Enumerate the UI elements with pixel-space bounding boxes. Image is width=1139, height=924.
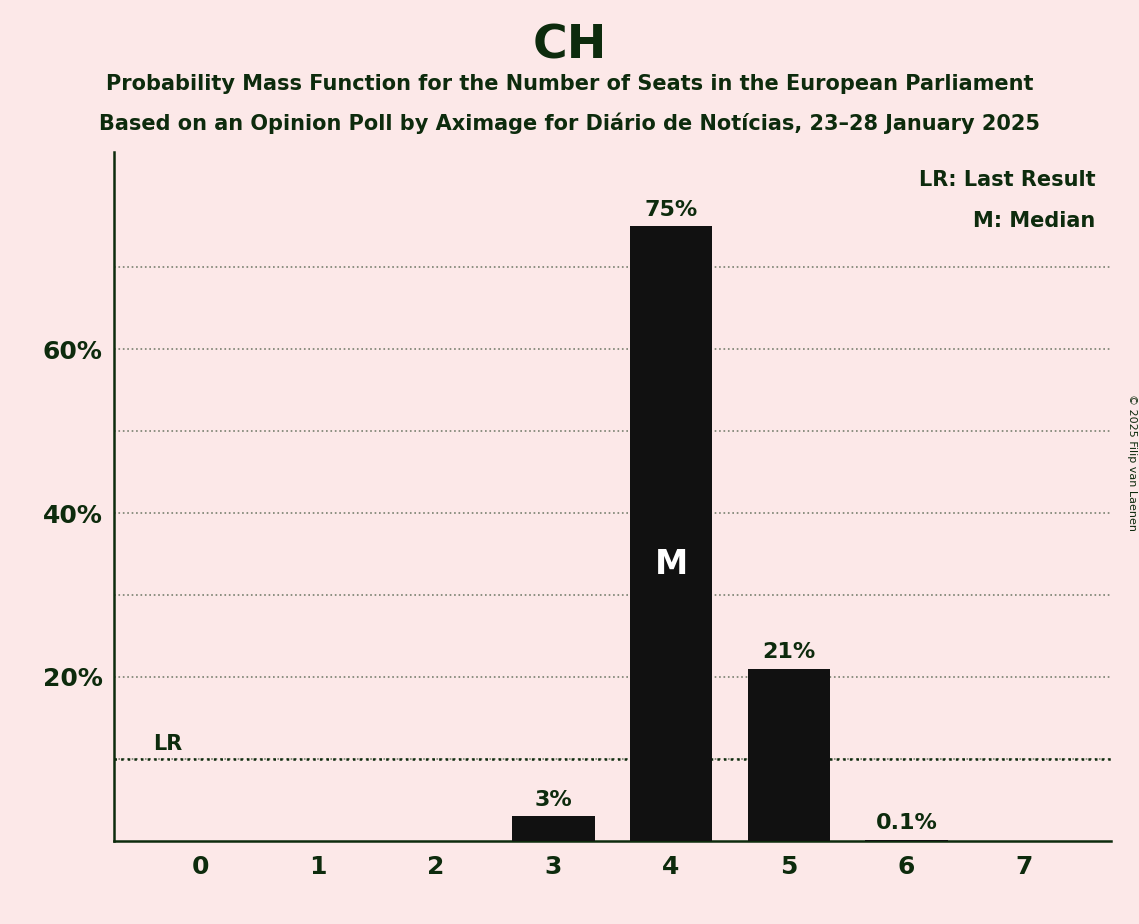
Text: 21%: 21%	[762, 642, 816, 663]
Text: 75%: 75%	[645, 200, 698, 220]
Bar	[630, 226, 712, 841]
Text: CH: CH	[532, 23, 607, 68]
Text: LR: Last Result: LR: Last Result	[919, 170, 1096, 189]
Text: M: M	[655, 548, 688, 581]
Text: LR: LR	[154, 734, 182, 754]
Text: M: Median: M: Median	[974, 211, 1096, 231]
Text: Based on an Opinion Poll by Aximage for Diário de Notícias, 23–28 January 2025: Based on an Opinion Poll by Aximage for …	[99, 113, 1040, 134]
Text: Probability Mass Function for the Number of Seats in the European Parliament: Probability Mass Function for the Number…	[106, 74, 1033, 94]
Bar	[513, 816, 595, 841]
Text: 0.1%: 0.1%	[876, 813, 937, 833]
Bar	[747, 669, 830, 841]
Text: © 2025 Filip van Laenen: © 2025 Filip van Laenen	[1126, 394, 1137, 530]
Text: 3%: 3%	[534, 790, 572, 809]
